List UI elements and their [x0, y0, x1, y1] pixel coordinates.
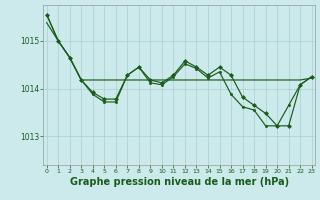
X-axis label: Graphe pression niveau de la mer (hPa): Graphe pression niveau de la mer (hPa): [70, 177, 289, 187]
